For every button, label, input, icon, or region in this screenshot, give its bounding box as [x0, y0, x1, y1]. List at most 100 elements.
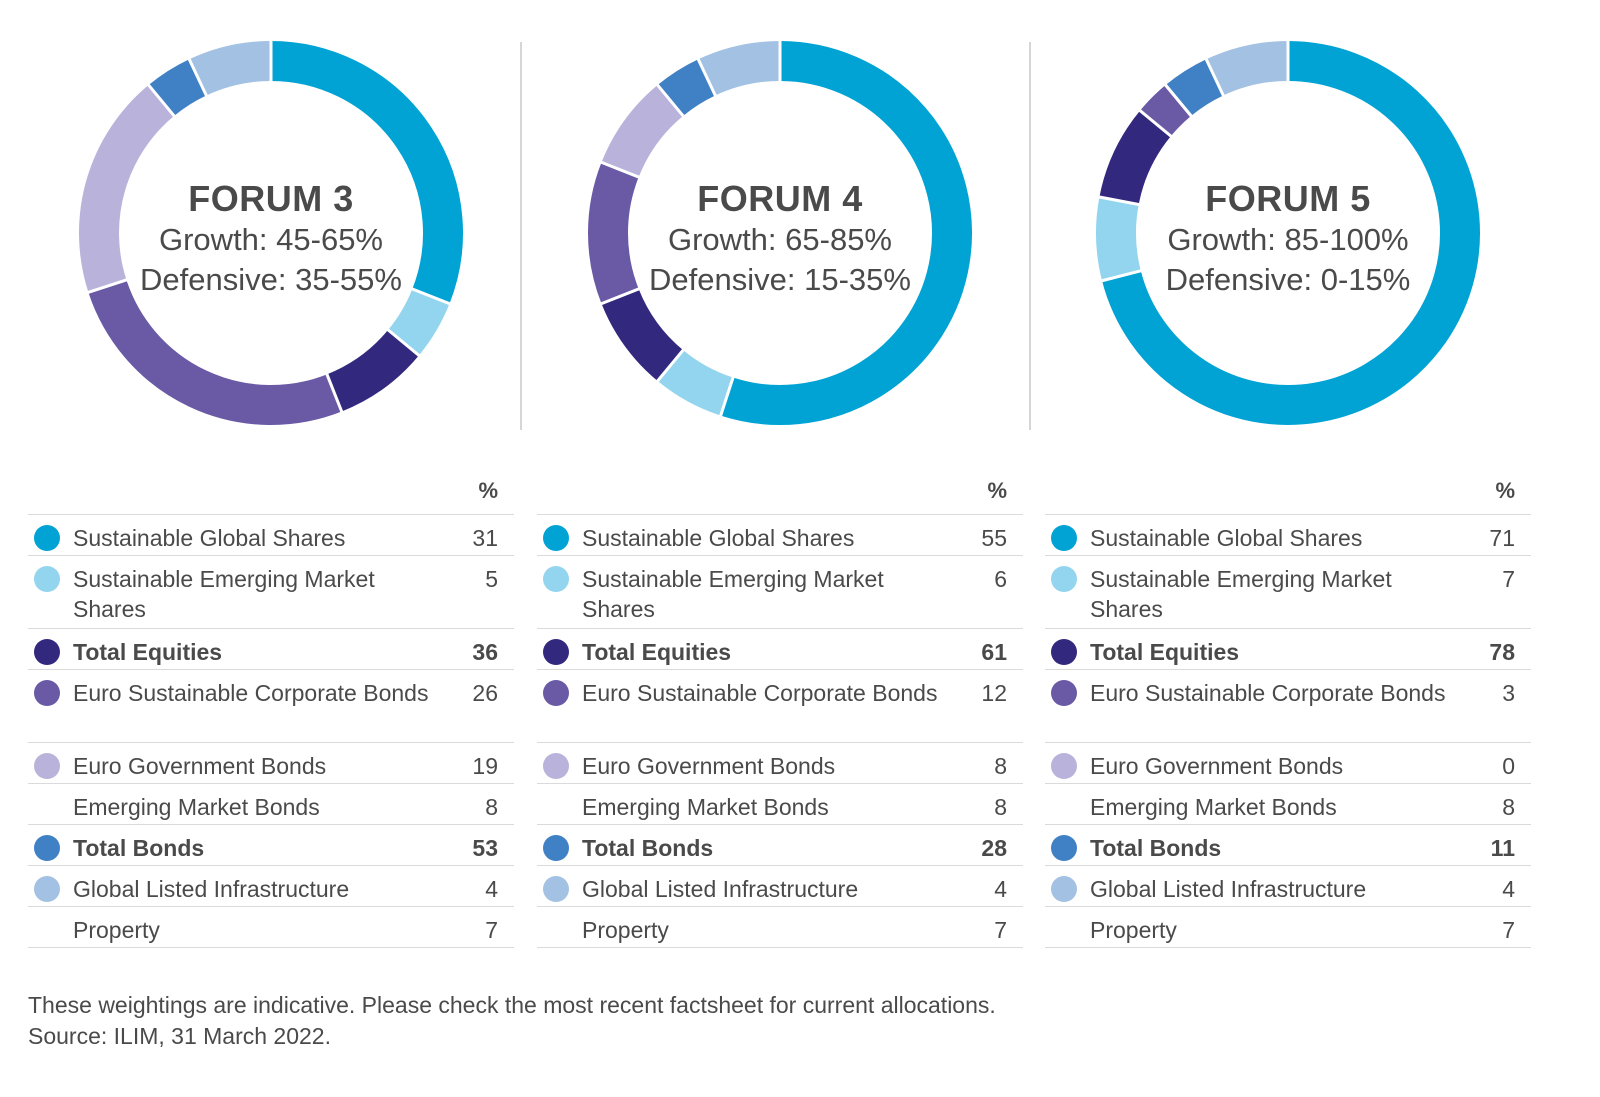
donut-slice-sustainable-emerging-market-shares	[1096, 197, 1141, 281]
legend-swatch-dot	[34, 876, 60, 902]
row-label: Euro Sustainable Corporate Bonds	[73, 680, 429, 706]
forum-3-defensive: Defensive: 35-55%	[140, 262, 402, 297]
row-label: Emerging Market Bonds	[582, 794, 829, 820]
table-row: Euro Government Bonds 0	[1045, 743, 1531, 784]
legend-swatch-dot	[543, 876, 569, 902]
row-value: 12	[981, 680, 1007, 706]
table-row: Total Equities 78	[1045, 629, 1531, 670]
table-row: Sustainable Global Shares 31	[28, 515, 514, 556]
row-label: Total Equities	[73, 639, 223, 665]
donut-slice-sustainable-global-shares	[720, 41, 972, 425]
row-label: Property	[1090, 917, 1177, 943]
row-value: 26	[472, 680, 498, 706]
row-label: Total Bonds	[1090, 835, 1222, 861]
donut-slice-global-listed-infrastructure	[657, 59, 716, 117]
slice-separator	[1097, 195, 1141, 207]
forum-3-donut-chart: FORUM 3 Growth: 45-65% Defensive: 35-55%	[28, 0, 514, 450]
row-label: Total Bonds	[582, 835, 714, 861]
row-value: 7	[1502, 917, 1515, 943]
row-value: 8	[1502, 794, 1515, 820]
forum-4-allocation-table: % Sustainable Global Shares 55 Sustainable…	[537, 470, 1023, 948]
row-label: Global Listed Infrastructure	[73, 876, 350, 902]
row-label: Global Listed Infrastructure	[1090, 876, 1367, 902]
table-row: Sustainable Global Shares 55	[537, 515, 1023, 556]
slice-separator	[599, 286, 642, 306]
legend-swatch-dot	[543, 753, 569, 779]
row-label: Property	[582, 917, 669, 943]
forum-4-growth: Growth: 65-85%	[668, 222, 892, 257]
row-label: Sustainable Global Shares	[73, 525, 346, 551]
row-value: 7	[485, 917, 498, 943]
legend-swatch-dot	[34, 753, 60, 779]
row-label: Sustainable Emerging Market Shares	[582, 566, 884, 622]
slice-separator	[1099, 268, 1144, 283]
legend-swatch-dot	[543, 525, 569, 551]
legend-swatch-dot	[543, 566, 569, 592]
legend-swatch-dot	[543, 639, 569, 665]
footnote-disclaimer: These weightings are indicative. Please …	[28, 992, 996, 1018]
row-value: 31	[472, 525, 498, 551]
table-row: Euro Sustainable Corporate Bonds 3	[1045, 670, 1531, 743]
row-value: 0	[1502, 753, 1515, 779]
row-value: 6	[994, 566, 1007, 592]
row-value: 8	[994, 753, 1007, 779]
forum-4-panel: FORUM 4 Growth: 65-85% Defensive: 15-35%…	[537, 0, 1023, 948]
donut-slice-global-listed-infrastructure	[1165, 59, 1224, 117]
legend-swatch-dot	[34, 680, 60, 706]
legend-swatch-dot	[1051, 753, 1077, 779]
legend-swatch-dot	[1051, 835, 1077, 861]
table-row: Property 7	[28, 907, 514, 948]
row-label: Euro Sustainable Corporate Bonds	[582, 680, 938, 706]
slice-separator	[86, 277, 129, 295]
row-value: 11	[1490, 835, 1515, 861]
row-value: 71	[1489, 525, 1515, 551]
legend-swatch-dot	[34, 835, 60, 861]
donut-slice-euro-government-bonds	[601, 85, 684, 178]
legend-swatch-dot	[34, 639, 60, 665]
forum-5-donut-chart: FORUM 5 Growth: 85-100% Defensive: 0-15%	[1045, 0, 1531, 450]
forum-5-growth: Growth: 85-100%	[1167, 222, 1409, 257]
donut-slice-emerging-market-bonds	[1099, 110, 1172, 206]
footnote: These weightings are indicative. Please …	[28, 990, 996, 1052]
slice-separator	[1204, 56, 1226, 98]
legend-swatch-dot	[34, 525, 60, 551]
table-row: Sustainable Global Shares 71	[1045, 515, 1531, 556]
forum-3-panel: FORUM 3 Growth: 45-65% Defensive: 35-55%…	[28, 0, 514, 948]
row-value: 7	[1502, 566, 1515, 592]
row-value: 3	[1502, 680, 1515, 706]
row-value: 55	[981, 525, 1007, 551]
row-value: 19	[472, 753, 498, 779]
row-value: 4	[994, 876, 1007, 902]
donut-slice-euro-sustainable-corporate-bonds	[88, 279, 342, 425]
row-label: Property	[73, 917, 160, 943]
slice-separator	[385, 327, 422, 358]
slice-separator	[324, 371, 344, 414]
slice-separator	[1163, 82, 1194, 119]
row-label: Sustainable Global Shares	[582, 525, 855, 551]
slice-separator	[187, 56, 209, 98]
row-value: 4	[485, 876, 498, 902]
slice-separator	[655, 347, 686, 384]
table-row: Euro Government Bonds 19	[28, 743, 514, 784]
table-row: Total Equities 36	[28, 629, 514, 670]
table-row: Total Bonds 28	[537, 825, 1023, 866]
row-label: Sustainable Global Shares	[1090, 525, 1363, 551]
row-label: Euro Sustainable Corporate Bonds	[1090, 680, 1446, 706]
table-row: Sustainable Emerging Market Shares 7	[1045, 556, 1531, 629]
footnote-source: Source: ILIM, 31 March 2022.	[28, 1023, 331, 1049]
table-header: %	[28, 470, 514, 515]
table-row: Total Equities 61	[537, 629, 1023, 670]
row-label: Euro Government Bonds	[73, 753, 327, 779]
donut-slice-emerging-market-bonds	[326, 329, 419, 412]
table-row: Emerging Market Bonds 8	[537, 784, 1023, 825]
legend-swatch-dot	[1051, 566, 1077, 592]
forum-4-donut-chart: FORUM 4 Growth: 65-85% Defensive: 15-35%	[537, 0, 1023, 450]
row-label: Total Equities	[582, 639, 732, 665]
row-value: 8	[485, 794, 498, 820]
legend-swatch-dot	[1051, 876, 1077, 902]
donut-slice-sustainable-emerging-market-shares	[387, 288, 450, 356]
row-value: 28	[981, 835, 1007, 861]
percent-header: %	[478, 478, 498, 503]
donut-slice-property	[698, 41, 781, 96]
slice-separator	[655, 82, 686, 119]
